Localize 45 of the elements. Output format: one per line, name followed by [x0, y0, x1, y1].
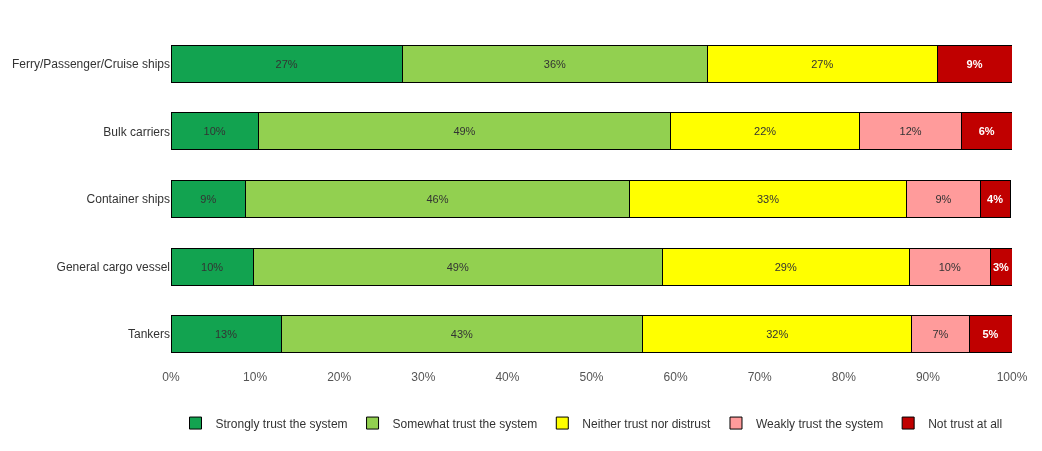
y-tick-label: Ferry/Passenger/Cruise ships — [11, 57, 170, 71]
data-label: 27% — [275, 57, 298, 70]
data-label: 43% — [450, 328, 474, 341]
legend-label: Strongly trust the system — [215, 416, 348, 431]
x-tick-label: 80% — [831, 370, 857, 384]
data-label: 46% — [426, 193, 449, 205]
data-label: 27% — [811, 57, 834, 70]
data-label: 3% — [993, 260, 1010, 273]
x-tick-label: 70% — [747, 370, 773, 384]
y-tick-label: Tankers — [127, 327, 170, 342]
legend-label: Neither trust nor distrust — [582, 416, 711, 431]
data-label: 7% — [932, 328, 949, 341]
x-tick-label: 20% — [327, 370, 352, 384]
data-label: 10% — [201, 260, 224, 273]
x-tick-label: 100% — [996, 370, 1028, 384]
y-tick-label: General cargo vessel — [56, 259, 170, 274]
x-tick-label: 40% — [495, 370, 520, 384]
data-label: 49% — [446, 260, 469, 273]
data-label: 9% — [966, 57, 983, 70]
legend-label: Not trust at all — [928, 416, 1003, 431]
data-label: 32% — [766, 328, 789, 341]
y-tick-label: Bulk carriers — [103, 124, 170, 139]
data-label: 4% — [987, 193, 1004, 205]
x-tick-label: 90% — [915, 370, 941, 384]
data-label: 36% — [543, 57, 567, 70]
y-tick-label: Container ships — [86, 192, 170, 207]
data-label: 12% — [899, 125, 922, 138]
data-label: 49% — [453, 125, 476, 138]
data-label: 9% — [200, 193, 217, 205]
data-label: 6% — [978, 125, 995, 138]
data-label: 22% — [754, 125, 777, 138]
legend-label: Weakly trust the system — [756, 416, 884, 431]
data-label: 10% — [203, 125, 226, 138]
data-label: 10% — [938, 260, 961, 273]
data-label: 33% — [757, 193, 780, 205]
data-label: 9% — [935, 193, 952, 205]
x-tick-label: 50% — [579, 370, 604, 384]
x-tick-label: 0% — [162, 370, 180, 384]
x-tick-label: 30% — [411, 370, 436, 384]
data-label: 29% — [774, 260, 797, 273]
data-label: 13% — [214, 328, 238, 341]
legend-label: Somewhat trust the system — [392, 416, 538, 431]
x-tick-label: 10% — [243, 370, 268, 384]
data-label: 5% — [982, 328, 999, 341]
x-tick-label: 60% — [663, 370, 688, 384]
